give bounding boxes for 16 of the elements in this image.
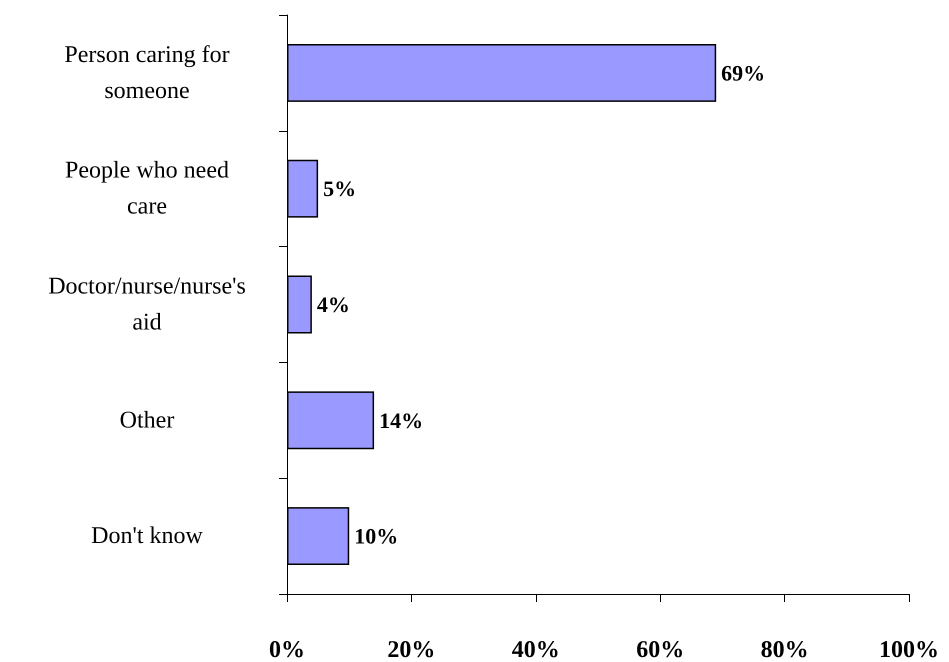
x-tick-label: 40%: [512, 637, 560, 662]
x-tick-label: 80%: [760, 637, 809, 662]
data-label: 10%: [354, 524, 398, 549]
y-tick-label: Doctor/nurse/nurse's aid: [48, 274, 246, 336]
x-tick-label: 60%: [636, 637, 684, 662]
y-tick-label: Don't know: [91, 523, 204, 550]
x-tick-label: 100%: [879, 637, 939, 662]
y-tick-label: Other: [120, 407, 174, 434]
data-label: 5%: [323, 176, 356, 202]
data-label: 69%: [721, 60, 766, 86]
data-label: 4%: [316, 292, 350, 317]
y-tick-label: Person caring for someone: [64, 42, 230, 104]
y-tick-label: People who need care: [65, 158, 229, 220]
data-label: 14%: [379, 408, 424, 433]
x-tick-label: 0%: [269, 637, 305, 662]
x-tick-label: 20%: [387, 637, 436, 662]
